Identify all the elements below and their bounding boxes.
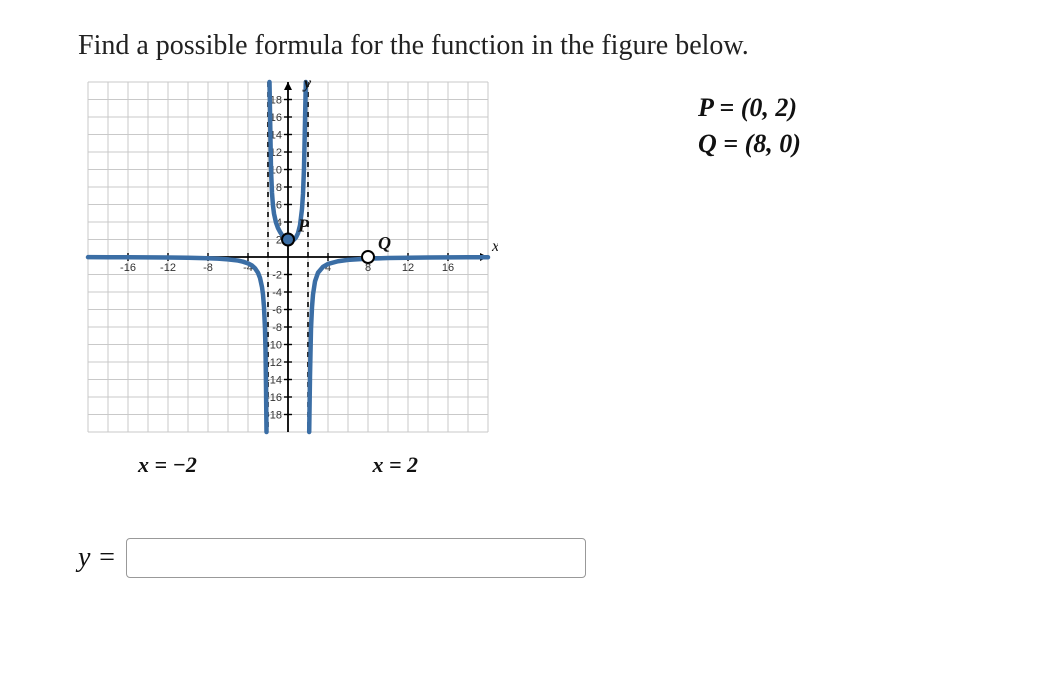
svg-text:-2: -2 bbox=[272, 270, 282, 282]
svg-text:Q: Q bbox=[378, 233, 391, 253]
point-Q-definition: Q = (8, 0) bbox=[698, 126, 801, 162]
point-definitions: P = (0, 2) Q = (8, 0) bbox=[698, 90, 801, 163]
svg-text:6: 6 bbox=[276, 200, 282, 212]
answer-input[interactable] bbox=[126, 538, 586, 578]
point-P-definition: P = (0, 2) bbox=[698, 90, 801, 126]
svg-text:-8: -8 bbox=[272, 322, 282, 334]
svg-text:P: P bbox=[297, 216, 310, 236]
function-chart: -16-12-8-4481216-18-16-14-12-10-8-6-4-22… bbox=[78, 72, 498, 478]
question-prompt: Find a possible formula for the function… bbox=[78, 30, 978, 62]
asymptote-label-right: x = 2 bbox=[372, 452, 418, 478]
svg-text:x: x bbox=[491, 238, 498, 255]
svg-text:-6: -6 bbox=[272, 305, 282, 317]
svg-text:-8: -8 bbox=[203, 262, 213, 274]
asymptote-label-left: x = −2 bbox=[138, 452, 197, 478]
svg-text:-12: -12 bbox=[160, 262, 176, 274]
svg-text:8: 8 bbox=[276, 182, 282, 194]
svg-text:y: y bbox=[302, 75, 312, 92]
svg-text:16: 16 bbox=[442, 262, 454, 274]
svg-text:-4: -4 bbox=[272, 287, 282, 299]
svg-text:-16: -16 bbox=[120, 262, 136, 274]
svg-text:12: 12 bbox=[402, 262, 414, 274]
chart-svg: -16-12-8-4481216-18-16-14-12-10-8-6-4-22… bbox=[78, 72, 498, 442]
answer-label: y = bbox=[78, 542, 116, 574]
